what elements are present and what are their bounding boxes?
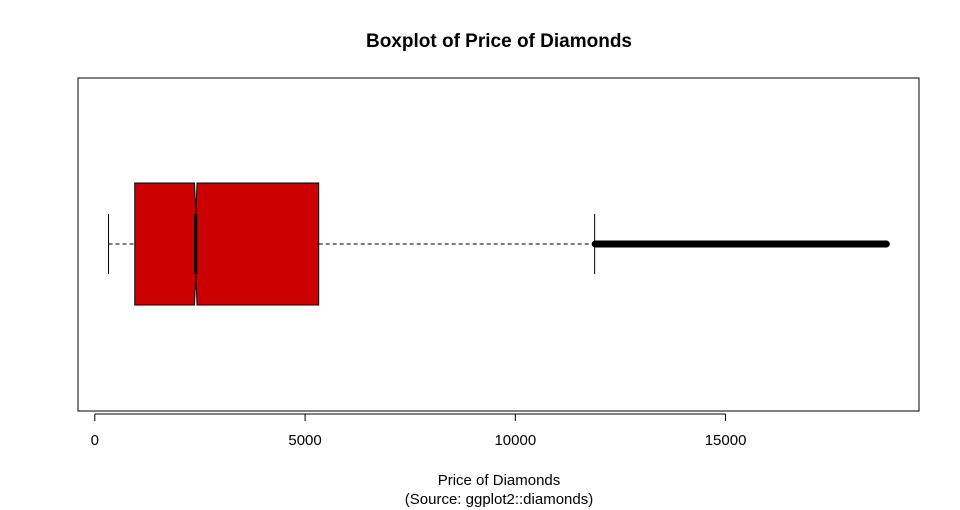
chart-title: Boxplot of Price of Diamonds: [366, 31, 632, 52]
boxplot-group: [108, 182, 890, 306]
x-axis-sublabel: (Source: ggplot2::diamonds): [405, 491, 593, 508]
x-tick-label: 10000: [494, 432, 536, 449]
x-axis: 0 5000 10000 15000: [91, 413, 747, 449]
plot-area-frame: [77, 77, 920, 412]
x-tick-label: 5000: [288, 432, 321, 449]
x-tick-label: 0: [91, 432, 99, 449]
x-axis-label: Price of Diamonds: [438, 472, 561, 489]
interquartile-box: [134, 182, 320, 306]
x-tick-label: 15000: [705, 432, 747, 449]
